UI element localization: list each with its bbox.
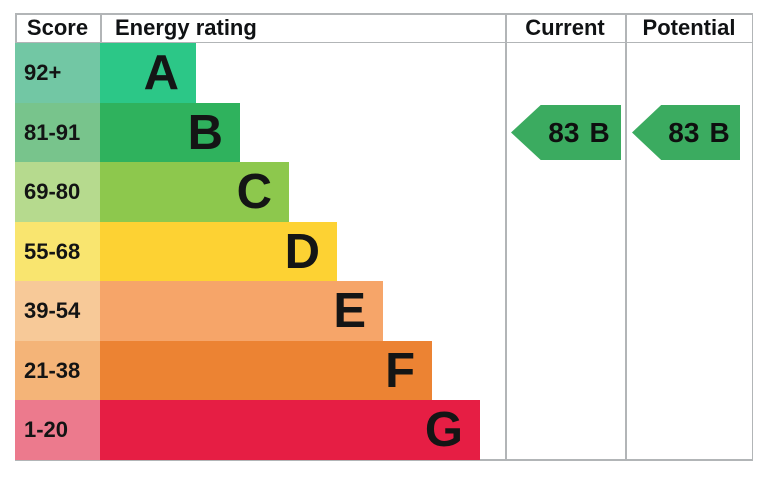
header-energy-rating: Energy rating: [115, 15, 257, 40]
header-underline: [15, 41, 753, 43]
header-score: Score: [26, 15, 89, 40]
header-left-border: [15, 13, 17, 43]
potential-rating-arrow: 83 B: [632, 105, 740, 160]
potential-rating-band: B: [709, 116, 730, 148]
table-top-border: [15, 13, 753, 15]
band-c-score-cell: 69-80: [15, 162, 100, 222]
band-g-score-cell: 1-20: [15, 400, 100, 460]
score-column-divider: [100, 13, 102, 43]
header-current: Current: [525, 15, 605, 40]
band-f-bar: F: [100, 341, 432, 400]
band-e-score-cell: 39-54: [15, 281, 100, 341]
table-right-border: [751, 13, 753, 461]
band-e-bar: E: [100, 281, 383, 341]
band-d-score-cell: 55-68: [15, 222, 100, 281]
header-potential: Potential: [642, 15, 736, 40]
potential-column-divider: [625, 13, 627, 461]
current-rating-arrow: 83 B: [511, 105, 621, 160]
potential-rating-value: 83: [668, 116, 700, 148]
band-b-score-cell: 81-91: [15, 103, 100, 162]
band-c-bar: C: [100, 162, 289, 222]
band-b-bar: B: [100, 103, 240, 162]
current-rating-band: B: [589, 116, 610, 148]
band-g-bar: G: [100, 400, 480, 460]
band-a-bar: A: [100, 43, 196, 103]
current-rating-value: 83: [548, 116, 580, 148]
band-a-score-cell: 92+: [15, 43, 100, 103]
band-f-score-cell: 21-38: [15, 341, 100, 400]
band-d-bar: D: [100, 222, 337, 281]
current-column-divider: [505, 13, 507, 461]
